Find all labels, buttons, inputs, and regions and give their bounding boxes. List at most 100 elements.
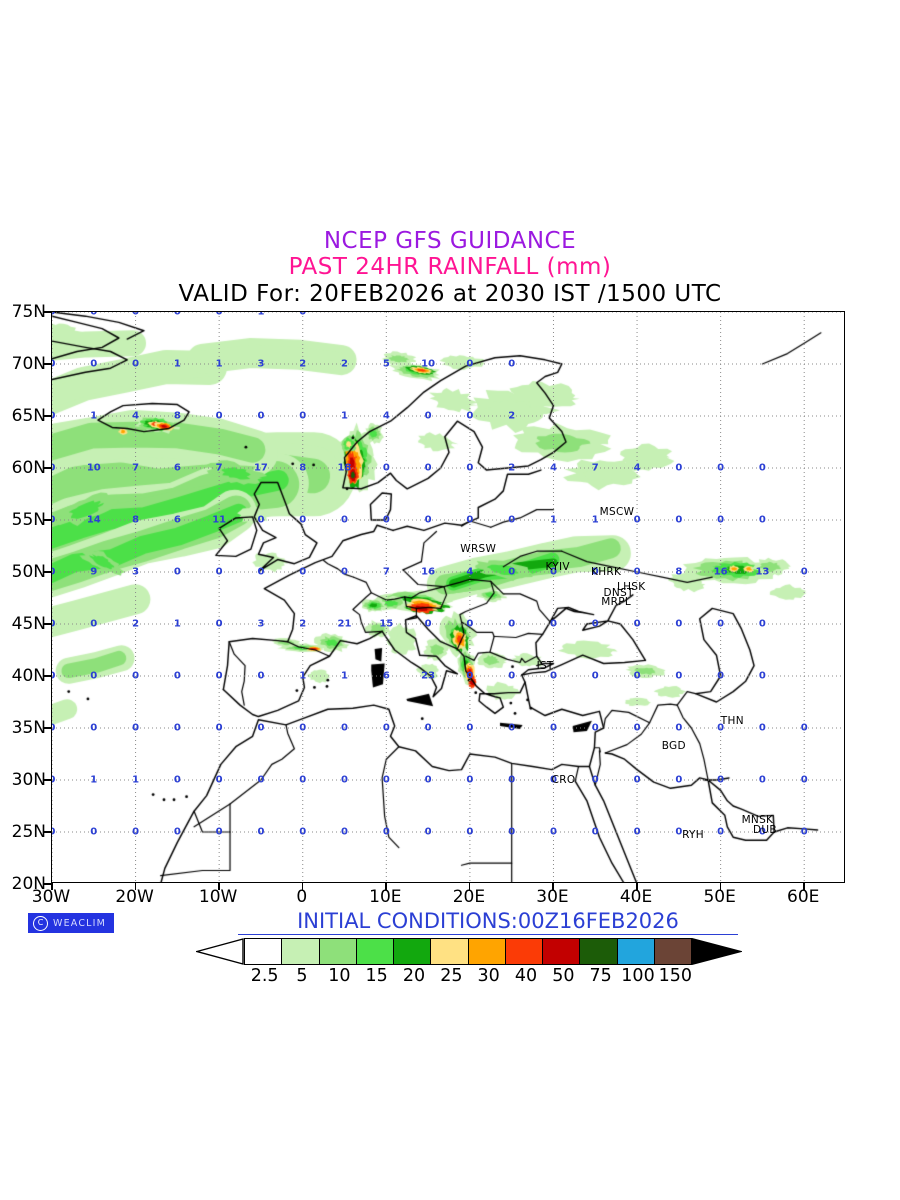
grid-value: 14 — [86, 514, 101, 526]
colorbar-segment — [394, 939, 432, 964]
grid-value: 0 — [215, 670, 223, 682]
grid-value: 0 — [90, 826, 98, 838]
grid-value: 0 — [52, 463, 55, 474]
colorbar-tick: 100 — [621, 966, 655, 986]
y-axis-tick — [44, 675, 51, 677]
grid-value: 0 — [257, 722, 265, 734]
grid-value: 0 — [341, 514, 348, 526]
x-axis-label: 0 — [296, 887, 308, 907]
grid-value: 7 — [591, 462, 599, 474]
colorbar-segment — [654, 939, 691, 964]
colorbar-tick: 15 — [365, 966, 388, 986]
grid-value: 0 — [717, 722, 725, 734]
grid-value: 0 — [633, 722, 641, 734]
grid-value: 0 — [591, 670, 599, 682]
grid-value: 0 — [549, 774, 557, 786]
grid-value: 0 — [132, 358, 140, 370]
grid-value: 0 — [466, 462, 474, 474]
city-label: RYH — [682, 829, 704, 842]
grid-value: 2 — [341, 358, 348, 370]
colorbar[interactable]: 2.5 5 10 15 20 25 30 40 50 75 100 150 — [196, 938, 744, 988]
grid-value: 0 — [215, 722, 223, 734]
y-axis-tick — [44, 363, 51, 365]
grid-value: 0 — [341, 566, 348, 578]
grid-value: 0 — [549, 722, 557, 734]
colorbar-tick: 5 — [296, 966, 308, 986]
grid-value: 1 — [90, 410, 98, 422]
y-axis-label: 60N — [11, 458, 46, 478]
colorbar-segment — [617, 939, 655, 964]
grid-value: 0 — [52, 723, 55, 734]
colorbar-tick: 30 — [477, 966, 500, 986]
chart-title-block: NCEP GFS GUIDANCE PAST 24HR RAINFALL (mm… — [0, 228, 900, 308]
logo-text: WEACLIM — [53, 917, 107, 929]
city-label: IST — [536, 659, 554, 672]
grid-value: 0 — [132, 722, 140, 734]
grid-value: 6 — [173, 462, 181, 474]
grid-value: 2 — [508, 462, 516, 474]
y-axis-tick — [44, 519, 51, 521]
grid-value: 0 — [800, 722, 808, 734]
grid-value: 0 — [299, 722, 307, 734]
grid-value: 0 — [257, 774, 265, 786]
grid-value: 0 — [800, 566, 808, 578]
x-axis-label: 20E — [452, 887, 486, 907]
grid-value: 0 — [466, 774, 474, 786]
grid-value: 0 — [675, 618, 683, 630]
grid-value: 0 — [508, 826, 516, 838]
grid-value: 1 — [341, 410, 348, 422]
grid-value: 0 — [215, 311, 223, 318]
grid-value: 0 — [717, 670, 725, 682]
y-axis-label: 35N — [11, 718, 46, 738]
grid-value: 0 — [633, 566, 641, 578]
grid-value: 0 — [424, 826, 432, 838]
city-label: MRPL — [601, 596, 632, 609]
grid-value: 0 — [466, 826, 474, 838]
x-axis-tick — [552, 883, 554, 890]
grid-value: 1 — [132, 774, 140, 786]
grid-value: 3 — [132, 566, 140, 578]
grid-value: 0 — [257, 670, 265, 682]
y-axis-label: 40N — [11, 666, 46, 686]
grid-value: 0 — [758, 462, 766, 474]
grid-value: 0 — [508, 618, 516, 630]
grid-value: 17 — [253, 462, 268, 474]
grid-value: 0 — [382, 774, 390, 786]
colorbar-underflow-arrow — [196, 938, 244, 965]
city-label: MNSK — [741, 813, 774, 826]
grid-value: 0 — [675, 722, 683, 734]
x-axis-label: 40E — [619, 887, 653, 907]
grid-value: 3 — [257, 358, 265, 370]
grid-value: 0 — [173, 826, 181, 838]
grid-value: 0 — [215, 566, 223, 578]
grid-value: 0 — [341, 826, 348, 838]
grid-value: 9 — [90, 566, 98, 578]
grid-value: 0 — [717, 514, 725, 526]
initial-conditions-label: INITIAL CONDITIONS:00Z16FEB2026 — [238, 909, 738, 935]
grid-value: 0 — [549, 566, 557, 578]
x-axis-label: 10E — [369, 887, 402, 907]
grid-value: 1 — [90, 774, 98, 786]
grid-value: 0 — [52, 567, 55, 578]
grid-value: 0 — [549, 826, 557, 838]
colorbar-overflow-arrow — [692, 938, 742, 965]
grid-value: 0 — [90, 722, 98, 734]
x-axis-label: 30E — [536, 887, 569, 907]
rainfall-map-panel[interactable]: 0000010000113225100001480001400201076717… — [51, 311, 845, 883]
grid-value: 0 — [52, 775, 55, 786]
grid-value: 18 — [337, 462, 352, 474]
title-line-product: PAST 24HR RAINFALL (mm) — [288, 254, 612, 280]
colorbar-tick: 150 — [658, 966, 693, 986]
x-axis-label: 10W — [198, 887, 238, 907]
colorbar-segment — [356, 939, 394, 964]
grid-value: 4 — [132, 410, 140, 422]
grid-value: 0 — [382, 514, 390, 526]
grid-value: 5 — [382, 358, 390, 370]
grid-value: 0 — [90, 311, 98, 318]
city-label: DNST — [603, 586, 634, 599]
grid-value: 1 — [591, 514, 599, 526]
grid-value: 4 — [633, 462, 641, 474]
city-label: DUB — [752, 823, 777, 836]
grid-value: 4 — [549, 462, 557, 474]
y-axis-tick — [44, 727, 51, 729]
